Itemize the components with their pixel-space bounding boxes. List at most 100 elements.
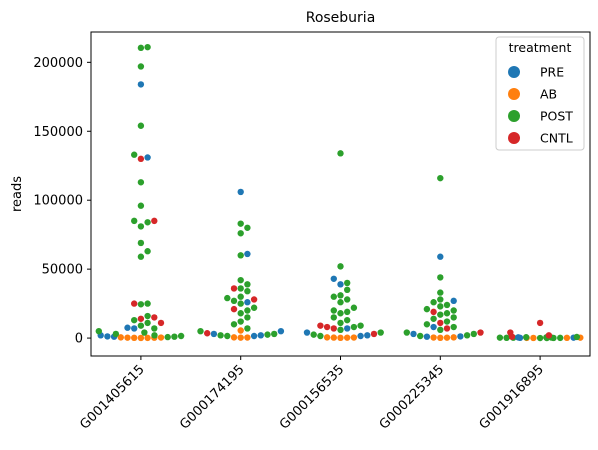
legend-title: treatment	[509, 40, 572, 55]
data-point-post	[471, 331, 477, 337]
data-point-post	[251, 305, 257, 311]
data-point-post	[144, 320, 150, 326]
data-point-post	[437, 296, 443, 302]
data-point-post	[144, 248, 150, 254]
data-point-post	[404, 329, 410, 335]
data-point-pre	[364, 332, 370, 338]
data-point-post	[357, 322, 363, 328]
data-point-pre	[124, 325, 130, 331]
legend-label: CNTL	[540, 131, 573, 146]
legend: treatmentPREABPOSTCNTL	[496, 37, 584, 150]
data-point-cntl	[231, 285, 237, 291]
data-point-cntl	[138, 156, 144, 162]
data-point-cntl	[430, 309, 436, 315]
data-point-post	[138, 223, 144, 229]
data-point-post	[424, 321, 430, 327]
data-point-pre	[304, 329, 310, 335]
data-point-post	[430, 299, 436, 305]
data-point-cntl	[151, 314, 157, 320]
legend-label: PRE	[540, 65, 564, 80]
data-point-ab	[131, 335, 137, 341]
data-point-post	[244, 225, 250, 231]
data-point-pre	[457, 333, 463, 339]
data-point-ab	[437, 335, 443, 341]
data-point-post	[574, 334, 580, 340]
data-point-post	[138, 254, 144, 260]
data-point-post	[344, 296, 350, 302]
data-point-post	[144, 44, 150, 50]
data-point-post	[141, 329, 147, 335]
data-point-post	[451, 307, 457, 313]
data-point-pre	[244, 251, 250, 257]
data-point-post	[144, 219, 150, 225]
data-point-cntl	[371, 331, 377, 337]
data-point-post	[437, 327, 443, 333]
data-point-pre	[131, 325, 137, 331]
data-point-post	[138, 179, 144, 185]
data-point-post	[337, 299, 343, 305]
legend-marker-post	[508, 110, 520, 122]
data-point-post	[264, 331, 270, 337]
data-point-post	[238, 300, 244, 306]
data-point-cntl	[437, 320, 443, 326]
data-point-pre	[357, 333, 363, 339]
data-point-post	[437, 175, 443, 181]
data-point-post	[238, 310, 244, 316]
data-point-cntl	[331, 325, 337, 331]
data-point-pre	[430, 324, 436, 330]
data-point-post	[337, 150, 343, 156]
data-point-ab	[344, 334, 350, 340]
data-point-post	[244, 307, 250, 313]
data-point-pre	[138, 81, 144, 87]
data-point-ab	[238, 327, 244, 333]
data-point-pre	[104, 333, 110, 339]
data-point-post	[437, 311, 443, 317]
data-point-cntl	[158, 320, 164, 326]
data-point-pre	[331, 276, 337, 282]
x-tick-label: G001405615	[77, 362, 147, 432]
data-point-pre	[424, 333, 430, 339]
data-point-post	[337, 263, 343, 269]
data-point-ab	[238, 334, 244, 340]
data-point-post	[331, 314, 337, 320]
data-point-post	[331, 294, 337, 300]
data-point-post	[271, 331, 277, 337]
data-point-post	[317, 333, 323, 339]
data-point-pre	[451, 298, 457, 304]
data-point-post	[344, 280, 350, 286]
data-point-cntl	[507, 329, 513, 335]
data-point-cntl	[324, 324, 330, 330]
data-point-cntl	[138, 316, 144, 322]
x-tick-label: G000174195	[177, 362, 247, 432]
data-point-post	[437, 289, 443, 295]
data-point-ab	[451, 334, 457, 340]
y-tick-label: 50000	[42, 263, 83, 278]
data-point-post	[238, 318, 244, 324]
data-point-pre	[344, 325, 350, 331]
data-point-post	[224, 295, 230, 301]
data-point-cntl	[231, 306, 237, 312]
data-point-ab	[231, 334, 237, 340]
data-point-post	[144, 313, 150, 319]
data-point-post	[417, 333, 423, 339]
legend-marker-cntl	[508, 132, 520, 144]
data-point-post	[337, 310, 343, 316]
data-point-ab	[324, 334, 330, 340]
data-point-cntl	[477, 329, 483, 335]
data-point-post	[238, 277, 244, 283]
data-point-post	[337, 320, 343, 326]
data-point-post	[131, 152, 137, 158]
data-point-post	[138, 45, 144, 51]
data-point-pre	[515, 334, 521, 340]
data-point-post	[231, 321, 237, 327]
data-point-post	[197, 328, 203, 334]
data-point-post	[311, 331, 317, 337]
data-point-post	[138, 63, 144, 69]
data-point-post	[331, 307, 337, 313]
legend-label: POST	[540, 109, 573, 124]
data-point-pre	[337, 281, 343, 287]
data-point-post	[238, 252, 244, 258]
data-point-post	[424, 306, 430, 312]
legend-marker-pre	[508, 66, 520, 78]
